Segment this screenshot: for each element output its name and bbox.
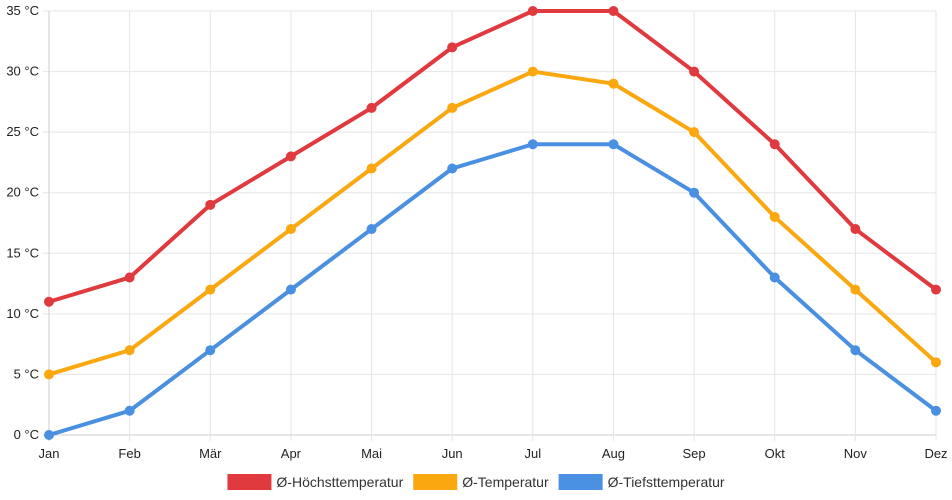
legend-swatch [558, 474, 603, 490]
y-tick-label: 35 °C [6, 3, 39, 18]
series-line [47, 9, 938, 304]
data-point[interactable] [931, 357, 941, 368]
data-point[interactable] [931, 405, 941, 416]
data-point[interactable] [850, 345, 861, 356]
data-point[interactable] [366, 102, 377, 113]
data-point[interactable] [447, 102, 458, 113]
data-point[interactable] [850, 284, 861, 295]
data-point[interactable] [44, 369, 54, 380]
data-point[interactable] [769, 211, 780, 222]
data-point[interactable] [205, 199, 216, 210]
y-tick-label: 10 °C [6, 306, 39, 321]
data-point[interactable] [527, 6, 538, 16]
data-point[interactable] [769, 272, 780, 283]
data-point[interactable] [689, 187, 700, 198]
legend-swatch [227, 474, 272, 490]
data-point[interactable] [689, 127, 700, 138]
x-tick-label: Sep [683, 446, 706, 461]
y-tick-label: 20 °C [6, 185, 39, 200]
series-line [47, 69, 938, 377]
y-tick-label: 15 °C [6, 245, 39, 260]
legend-item[interactable]: Ø-Tiefsttemperatur [558, 474, 725, 490]
data-point[interactable] [124, 272, 135, 283]
data-point[interactable] [689, 66, 700, 77]
data-point[interactable] [285, 151, 296, 162]
x-tick-label: Nov [844, 446, 868, 461]
data-point[interactable] [366, 163, 377, 174]
y-tick-label: 25 °C [6, 124, 39, 139]
data-point[interactable] [608, 78, 619, 89]
legend-item[interactable]: Ø-Höchsttemperatur [227, 474, 404, 490]
y-tick-label: 0 °C [14, 427, 39, 442]
legend-swatch [413, 474, 458, 490]
data-point[interactable] [285, 284, 296, 295]
x-tick-label: Okt [765, 446, 786, 461]
data-point[interactable] [285, 224, 296, 235]
series-0 [44, 6, 941, 307]
x-tick-label: Mai [361, 446, 382, 461]
x-tick-label: Mär [199, 446, 222, 461]
data-point[interactable] [931, 284, 941, 295]
x-tick-label: Jan [39, 446, 60, 461]
data-point[interactable] [366, 224, 377, 235]
data-point[interactable] [124, 345, 135, 356]
data-point[interactable] [769, 139, 780, 150]
data-point[interactable] [124, 405, 135, 416]
series-1 [44, 66, 941, 380]
x-tick-label: Apr [281, 446, 302, 461]
data-point[interactable] [205, 284, 216, 295]
x-tick-label: Jul [525, 446, 542, 461]
data-point[interactable] [527, 139, 538, 150]
legend[interactable]: Ø-Höchsttemperatur Ø-Temperatur Ø-Tiefstte… [227, 474, 725, 490]
data-point[interactable] [527, 66, 538, 77]
data-point[interactable] [447, 163, 458, 174]
x-tick-label: Jun [442, 446, 463, 461]
legend-label: Ø-Tiefsttemperatur [608, 474, 725, 490]
axes: 0 °C 5 °C 10 °C 15 °C 20 °C 25 °C 30 °C 35 °C Ja… [6, 3, 947, 461]
series-lines [44, 6, 941, 440]
data-point[interactable] [44, 296, 54, 307]
y-tick-label: 30 °C [6, 64, 39, 79]
legend-label: Ø-Temperatur [462, 474, 549, 490]
x-tick-label: Dez [924, 446, 947, 461]
data-point[interactable] [608, 6, 619, 16]
data-point[interactable] [447, 42, 458, 53]
y-tick-label: 5 °C [14, 366, 39, 381]
x-tick-label: Feb [118, 446, 140, 461]
x-tick-label: Aug [602, 446, 625, 461]
series-line [47, 142, 938, 437]
legend-label: Ø-Höchsttemperatur [276, 474, 403, 490]
data-point[interactable] [44, 430, 54, 440]
data-point[interactable] [850, 224, 861, 235]
data-point[interactable] [608, 139, 619, 150]
legend-item[interactable]: Ø-Temperatur [413, 474, 549, 490]
data-point[interactable] [205, 345, 216, 356]
series-2 [44, 139, 941, 440]
